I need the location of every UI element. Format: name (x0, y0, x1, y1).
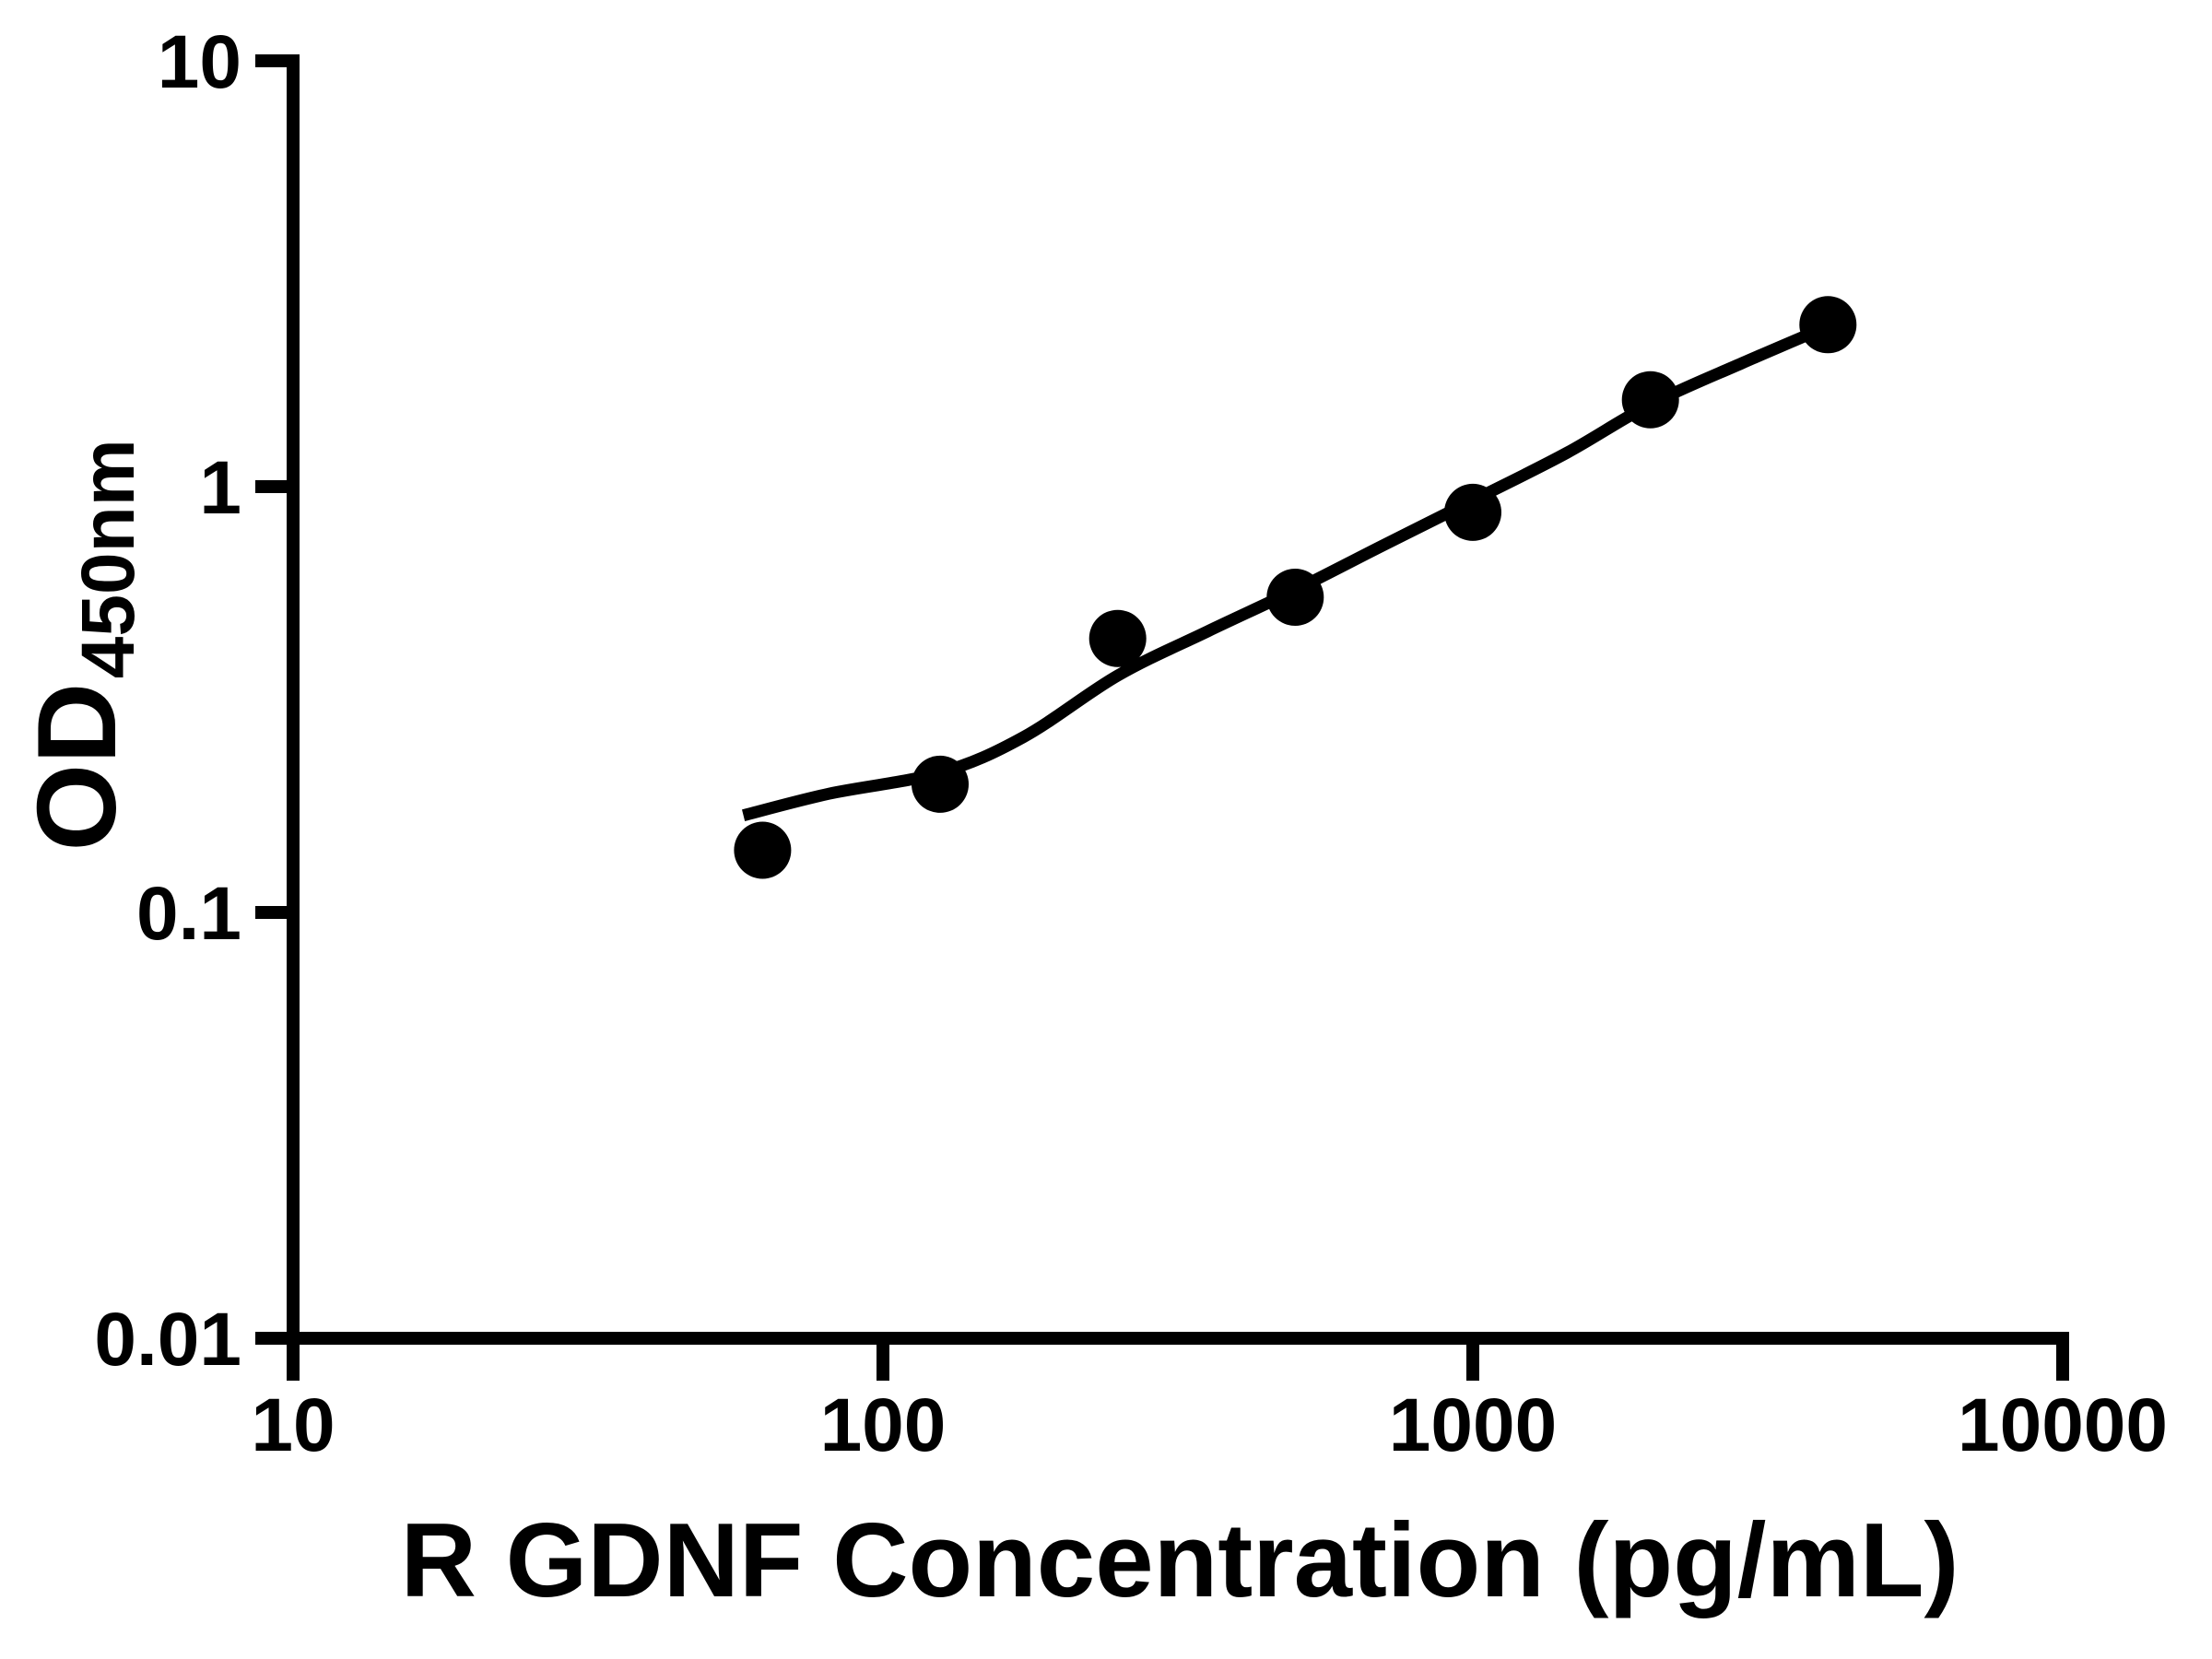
y-tick-label: 10 (158, 20, 241, 104)
x-tick-label: 100 (820, 1383, 947, 1467)
data-point (1444, 483, 1501, 541)
data-point (1266, 569, 1324, 626)
data-point (912, 755, 969, 813)
x-tick-label: 10 (251, 1383, 335, 1467)
x-tick (1466, 1345, 1479, 1381)
y-axis-title-subscript: 450nm (66, 439, 150, 678)
y-tick (255, 54, 287, 67)
y-axis-title: OD 450nm (14, 439, 150, 851)
x-tick (2056, 1345, 2069, 1381)
data-point (1088, 609, 1147, 667)
y-tick (255, 1332, 287, 1345)
data-point (1799, 296, 1857, 354)
y-tick-label: 0.01 (94, 1298, 241, 1382)
x-tick (877, 1345, 889, 1381)
y-axis-title-main: OD (14, 683, 139, 852)
y-axis-line (287, 54, 300, 1345)
x-axis-line (287, 1332, 2069, 1345)
x-tick (287, 1345, 300, 1381)
data-point (1621, 371, 1679, 429)
y-tick (255, 906, 287, 919)
x-axis-title: R GDNF Concentration (pg/mL) (401, 1502, 1959, 1619)
x-tick-label: 10000 (1958, 1383, 2168, 1467)
y-tick (255, 480, 287, 493)
y-tick-label: 1 (199, 446, 241, 530)
x-tick-label: 1000 (1389, 1383, 1557, 1467)
data-point (734, 821, 792, 879)
y-tick-label: 0.1 (136, 872, 241, 956)
